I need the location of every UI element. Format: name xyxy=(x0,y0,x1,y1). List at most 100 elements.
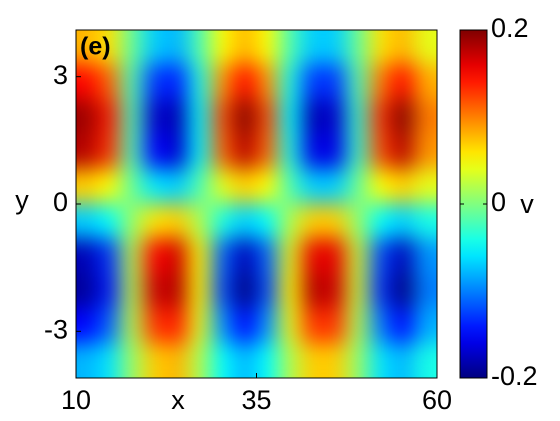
heatmap-cell xyxy=(98,203,122,240)
heatmap-cell xyxy=(143,342,167,378)
heatmap-cell xyxy=(391,99,415,135)
heatmap-cell xyxy=(413,133,437,170)
heatmap-cell xyxy=(323,203,348,240)
heatmap-cell xyxy=(233,64,257,101)
heatmap-cell xyxy=(368,99,393,135)
heatmap-cell xyxy=(233,133,257,170)
heatmap-cell xyxy=(165,342,190,378)
x-tick-label: 60 xyxy=(422,385,452,415)
heatmap-cell xyxy=(120,342,145,378)
heatmap-cell xyxy=(413,342,437,378)
heatmap-cell xyxy=(98,133,122,170)
heatmap-cell xyxy=(278,273,303,309)
heatmap-cell xyxy=(391,30,415,66)
heatmap-cell xyxy=(210,30,235,66)
heatmap-cell xyxy=(301,99,325,135)
heatmap-cell xyxy=(210,307,235,344)
heatmap-cell xyxy=(76,64,100,101)
heatmap-cell xyxy=(256,273,280,309)
heatmap-cell xyxy=(165,133,190,170)
heatmap-cell xyxy=(233,168,257,205)
heatmap-cell xyxy=(346,342,370,378)
panel-label: (e) xyxy=(80,33,111,61)
heatmap-cell xyxy=(76,99,100,135)
heatmap-cell xyxy=(120,238,145,275)
heatmap-cell xyxy=(323,64,348,101)
heatmap-cell xyxy=(368,203,393,240)
heatmap-cell xyxy=(278,342,303,378)
heatmap-cell xyxy=(120,273,145,309)
heatmap-cell xyxy=(165,30,190,66)
heatmap-cell xyxy=(143,30,167,66)
heatmap-cell xyxy=(413,307,437,344)
heatmap-cell xyxy=(323,342,348,378)
heatmap-cell xyxy=(76,133,100,170)
heatmap-cell xyxy=(301,133,325,170)
heatmap-cell xyxy=(98,168,122,205)
heatmap-cell xyxy=(256,307,280,344)
heatmap-cell xyxy=(165,307,190,344)
colorbar-tick-label: 0 xyxy=(491,187,506,217)
heatmap-cell xyxy=(278,30,303,66)
heatmap-cell xyxy=(120,30,145,66)
heatmap-cell xyxy=(76,30,100,66)
heatmap-cell xyxy=(413,64,437,101)
heatmap-cell xyxy=(165,238,190,275)
heatmap-cell xyxy=(143,273,167,309)
heatmap-cell xyxy=(120,133,145,170)
heatmap-cell xyxy=(278,133,303,170)
heatmap-cell xyxy=(413,238,437,275)
heatmap-cell xyxy=(210,99,235,135)
heatmap-cell xyxy=(98,307,122,344)
heatmap-cell xyxy=(98,273,122,309)
heatmap-cell xyxy=(301,168,325,205)
heatmap-cell xyxy=(188,133,212,170)
heatmap-cell xyxy=(233,238,257,275)
heatmap-cell xyxy=(323,99,348,135)
heatmap-cell xyxy=(413,203,437,240)
heatmap-cell xyxy=(256,133,280,170)
heatmap-cell xyxy=(323,273,348,309)
heatmap-cell xyxy=(143,99,167,135)
heatmap-cell xyxy=(120,203,145,240)
heatmap-cell xyxy=(188,203,212,240)
y-tick-label: 0 xyxy=(53,187,68,217)
heatmap-cell xyxy=(368,342,393,378)
heatmap-cell xyxy=(256,203,280,240)
heatmap-cell xyxy=(368,273,393,309)
heatmap-cell xyxy=(98,238,122,275)
heatmap-cell xyxy=(346,64,370,101)
heatmap-cell xyxy=(368,238,393,275)
heatmap-cell xyxy=(98,30,122,66)
heatmap-cell xyxy=(76,273,100,309)
heatmap-cell xyxy=(346,168,370,205)
heatmap-cell xyxy=(346,133,370,170)
heatmap-cell xyxy=(188,30,212,66)
heatmap-cell xyxy=(323,168,348,205)
heatmap-cell xyxy=(76,203,100,240)
heatmap-cell xyxy=(143,203,167,240)
heatmap-cell xyxy=(391,273,415,309)
heatmap-cell xyxy=(256,238,280,275)
heatmap-cell xyxy=(188,168,212,205)
heatmap xyxy=(76,30,437,378)
heatmap-cell xyxy=(165,64,190,101)
y-axis-label: y xyxy=(15,185,29,215)
heatmap-cell xyxy=(301,238,325,275)
heatmap-cell xyxy=(210,133,235,170)
plot-area xyxy=(76,30,437,378)
heatmap-cell xyxy=(413,273,437,309)
heatmap-cell xyxy=(278,307,303,344)
heatmap-cell xyxy=(346,99,370,135)
heatmap-cell xyxy=(188,342,212,378)
heatmap-cell xyxy=(210,168,235,205)
heatmap-cell xyxy=(256,99,280,135)
heatmap-cell xyxy=(143,307,167,344)
heatmap-cell xyxy=(120,64,145,101)
heatmap-cell xyxy=(368,133,393,170)
heatmap-cell xyxy=(278,99,303,135)
heatmap-cell xyxy=(413,168,437,205)
heatmap-cell xyxy=(233,273,257,309)
x-tick-label: 10 xyxy=(61,385,91,415)
